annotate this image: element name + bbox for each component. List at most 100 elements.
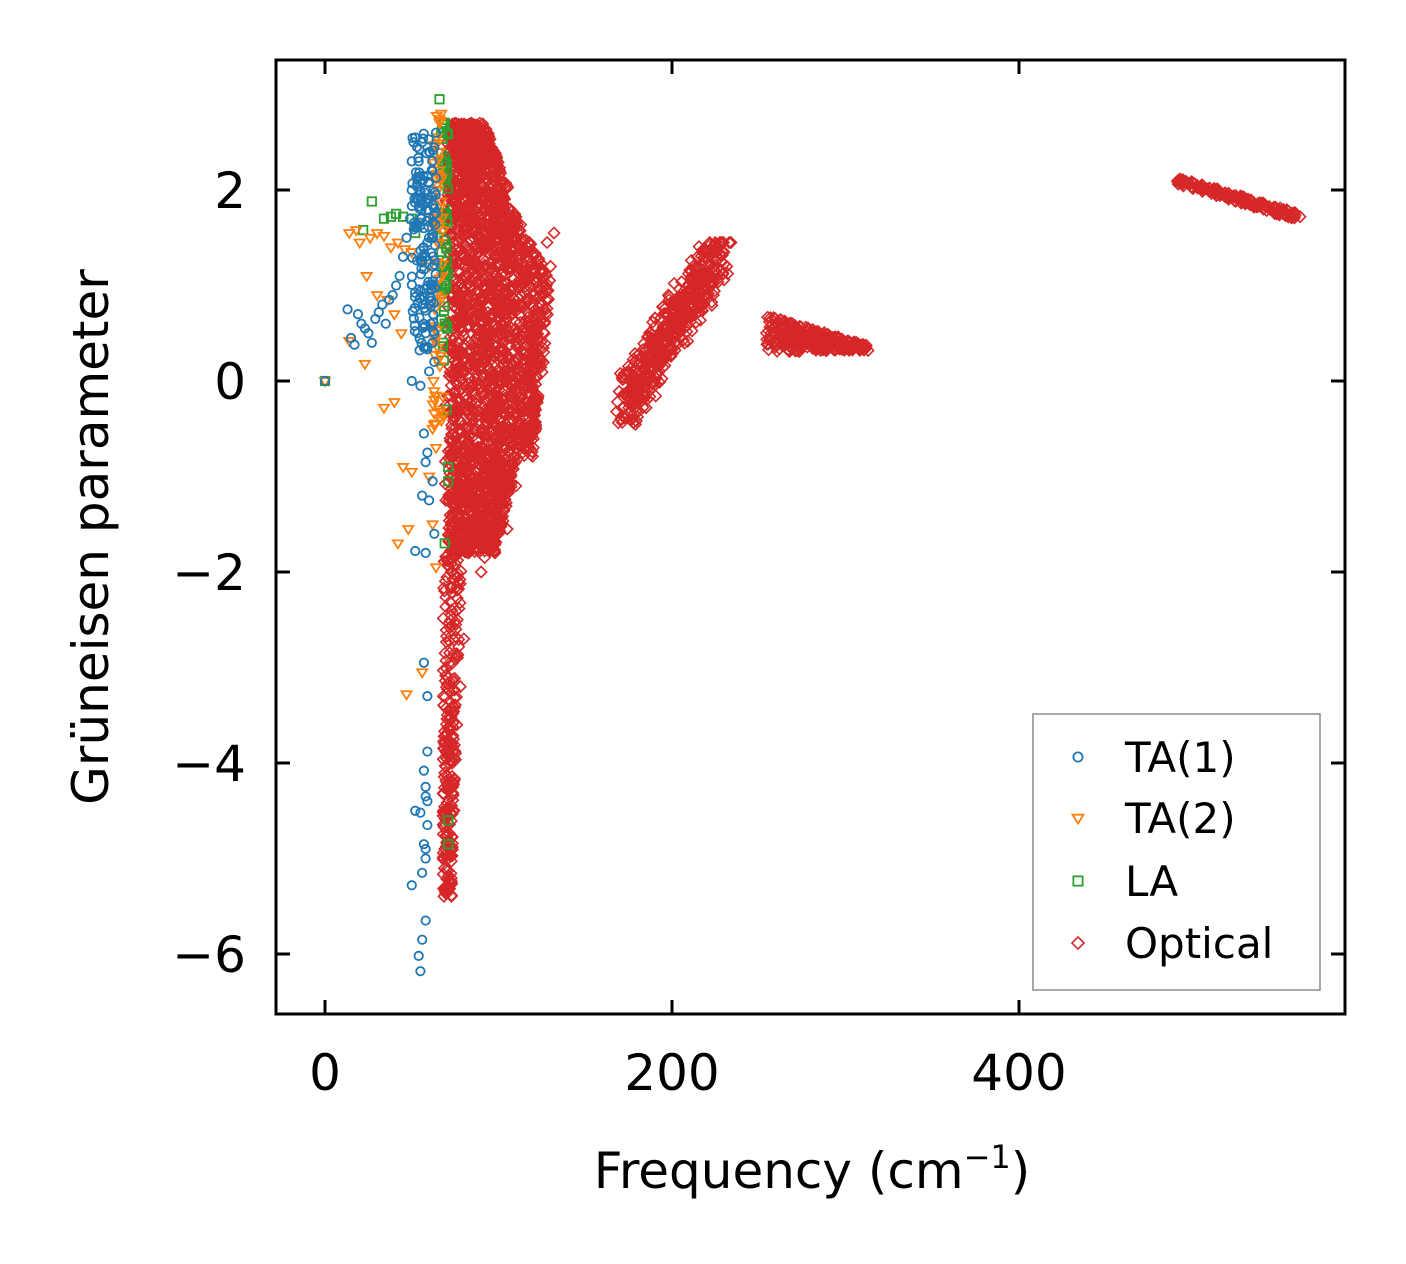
- optical-point: [459, 169, 473, 183]
- optical-point: [442, 873, 456, 887]
- optical-point: [643, 363, 657, 377]
- ta1-point: [422, 746, 433, 757]
- optical-point: [474, 155, 489, 169]
- optical-point: [794, 340, 808, 355]
- legend-label-optical: Optical: [1125, 919, 1273, 968]
- ta2-point: [384, 243, 398, 254]
- optical-point: [474, 264, 488, 279]
- ta1-point: [420, 915, 431, 926]
- optical-point: [626, 416, 640, 430]
- optical-point: [467, 491, 481, 506]
- optical-point: [457, 222, 472, 236]
- optical-point: [498, 327, 512, 342]
- ta2-point: [427, 409, 441, 421]
- optical-point: [722, 235, 736, 250]
- optical-point: [472, 217, 487, 231]
- ta1-point: [426, 247, 437, 258]
- ta2-point: [426, 377, 441, 388]
- optical-point: [463, 252, 477, 267]
- optical-point: [451, 553, 465, 567]
- optical-point: [473, 354, 488, 368]
- optical-point: [463, 539, 477, 553]
- ta1-point: [427, 276, 438, 287]
- optical-point: [761, 337, 775, 351]
- optical-point: [492, 259, 506, 273]
- optical-point: [476, 117, 490, 131]
- optical-point: [482, 363, 496, 377]
- optical-point: [464, 337, 479, 351]
- optical-point: [479, 122, 493, 136]
- y-tick-label: −6: [172, 926, 246, 984]
- optical-point: [674, 275, 689, 289]
- optical-point: [504, 210, 518, 224]
- ta1-point: [428, 200, 439, 211]
- optical-point: [477, 328, 491, 342]
- ta1-point: [413, 156, 424, 167]
- optical-point: [450, 647, 464, 661]
- ta1-point: [422, 796, 433, 807]
- y-tick-label: 2: [214, 162, 246, 220]
- optical-point: [517, 403, 532, 417]
- optical-point: [519, 360, 534, 375]
- optical-point: [441, 494, 456, 508]
- optical-point: [459, 364, 473, 378]
- legend-marker-ta1: [1072, 751, 1084, 763]
- optical-point: [444, 814, 458, 828]
- optical-point: [449, 526, 463, 540]
- optical-point: [480, 385, 495, 400]
- ta1-point: [421, 215, 433, 227]
- optical-point: [461, 191, 475, 206]
- optical-point: [466, 213, 481, 227]
- ta1-point: [418, 133, 429, 144]
- ta2-point: [370, 291, 384, 302]
- optical-point: [489, 226, 503, 240]
- ta1-point: [406, 271, 418, 282]
- ta2-point: [434, 109, 448, 121]
- ta1-point: [377, 299, 388, 310]
- optical-point: [463, 168, 477, 182]
- optical-point: [446, 740, 460, 754]
- ta1-point: [428, 209, 439, 221]
- ta1-point: [429, 259, 440, 270]
- optical-point: [464, 116, 478, 131]
- ta2-point: [415, 668, 429, 679]
- ta1-point: [418, 765, 429, 776]
- optical-point: [770, 344, 784, 358]
- optical-point: [516, 352, 530, 366]
- optical-point: [439, 661, 454, 676]
- optical-point: [1188, 177, 1202, 191]
- optical-point: [468, 238, 483, 252]
- ta2-point: [429, 443, 443, 455]
- optical-point: [1245, 195, 1260, 209]
- legend-marker-optical: [1070, 935, 1086, 951]
- optical-point: [455, 373, 469, 387]
- optical-point: [523, 270, 538, 284]
- optical-point: [654, 329, 668, 343]
- optical-point: [484, 261, 499, 275]
- optical-point: [440, 629, 454, 643]
- ta2-point: [433, 407, 447, 419]
- optical-point: [705, 298, 719, 312]
- optical-point: [676, 322, 691, 336]
- x-tick-label: 200: [624, 1044, 719, 1102]
- optical-point: [495, 422, 509, 436]
- ta2-point: [318, 377, 332, 388]
- optical-point: [521, 365, 536, 379]
- optical-point: [490, 472, 504, 486]
- optical-point: [468, 120, 482, 134]
- optical-point: [825, 340, 839, 354]
- optical-point: [471, 446, 486, 460]
- optical-point: [495, 351, 510, 365]
- optical-point: [467, 523, 481, 537]
- ta2-point: [377, 231, 391, 243]
- ta1-point: [430, 127, 442, 138]
- ta2-point: [434, 352, 448, 363]
- optical-point: [534, 360, 548, 374]
- optical-point: [447, 274, 461, 289]
- optical-point: [449, 124, 463, 138]
- optical-point: [501, 231, 515, 245]
- la-point: [441, 243, 452, 254]
- ta1-point: [415, 807, 426, 818]
- optical-point: [640, 330, 655, 344]
- optical-point: [526, 432, 541, 446]
